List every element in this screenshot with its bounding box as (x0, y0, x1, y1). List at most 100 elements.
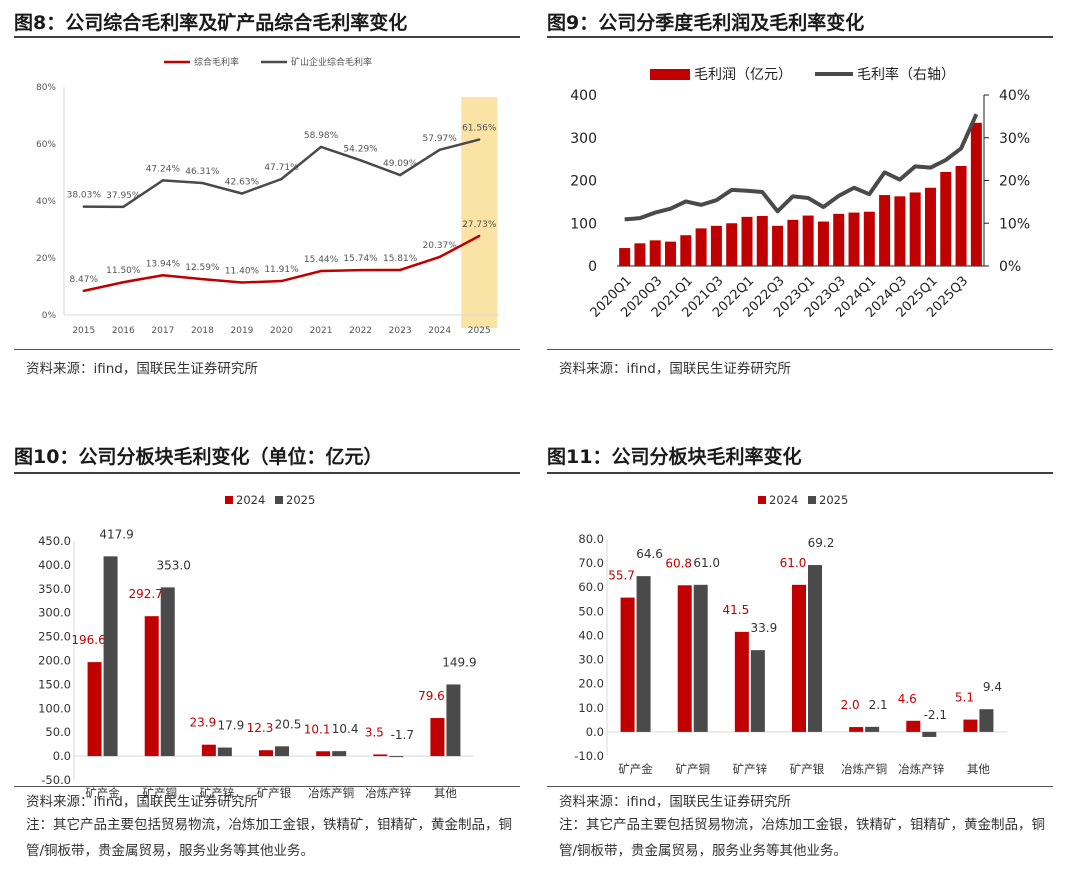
data-point (398, 173, 402, 177)
data-label: 23.9 (189, 716, 216, 730)
legend-label-2025: 2025 (819, 493, 848, 507)
x-tick-label: 冶炼产铜 (841, 762, 887, 776)
y2-tick-label: 10% (999, 216, 1030, 232)
figure-title: 图10：公司分板块毛利变化（单位：亿元） (14, 446, 383, 468)
bar-gross-profit (848, 212, 860, 266)
panel-segment-gross-profit: 图10：公司分板块毛利变化（单位：亿元） -50.0 0.0 50.0 100.0 15… (14, 432, 520, 871)
data-label: 20.37% (423, 241, 458, 251)
data-point (201, 181, 204, 185)
data-label: 353.0 (157, 558, 191, 572)
bar-gross-profit (619, 248, 631, 266)
data-label: 15.74% (343, 254, 378, 264)
bar-gross-profit (634, 243, 646, 266)
data-point (82, 289, 85, 293)
x-tick-label: 矿产锌 (200, 786, 235, 800)
data-label: 61.0 (693, 556, 720, 570)
series-line-0 (83, 234, 480, 293)
bar-gross-profit (772, 225, 784, 266)
data-point (438, 255, 441, 259)
y-tick-label: 40.0 (578, 628, 604, 642)
title-rule (547, 36, 1053, 38)
legend-swatch-bar (650, 69, 690, 80)
bar-2024 (201, 744, 216, 757)
bar-gross-profit (940, 171, 952, 266)
y-tick-label: 300 (570, 131, 597, 147)
bar-gross-profit (970, 122, 982, 266)
source-text: 资料来源：ifind，国联民生证券研究所 (26, 361, 258, 377)
x-tick-label: 冶炼产铜 (308, 786, 354, 800)
y-tick-label: 80% (36, 83, 56, 93)
title-rule (14, 472, 520, 474)
bar-gross-profit (726, 223, 738, 266)
data-label: 49.09% (383, 159, 418, 169)
data-point (82, 205, 85, 208)
bar-gross-profit (756, 215, 768, 266)
footnote: 注：其它产品主要包括贸易物流，冶炼加工金银，铁精矿，钼精矿，黄金制品，铜管/铜板… (559, 817, 1045, 859)
bar-2024 (373, 754, 388, 757)
x-tick-label: 2020 (270, 326, 293, 336)
bar-2025 (750, 650, 765, 732)
source-rule (547, 349, 1053, 350)
title-rule (14, 36, 520, 38)
bar-2025 (446, 684, 461, 757)
bar-gross-profit (817, 221, 829, 266)
data-point (359, 159, 362, 162)
legend-swatch-2024 (225, 496, 233, 504)
data-point (478, 138, 481, 141)
source-text: 资料来源：ifind，国联民生证券研究所 (559, 794, 791, 810)
data-point (280, 279, 283, 283)
y-tick-label: -10.0 (574, 749, 604, 763)
bar-2024 (87, 662, 102, 757)
y-tick-label: 30.0 (578, 653, 604, 667)
x-tick-label: 2021 (310, 326, 333, 336)
x-tick-label: 矿产银 (790, 762, 825, 776)
panel-segment-gross-margin: 图11：公司分板块毛利率变化 -10.0 0.0 10.0 20.0 30.0 40.0 5… (547, 432, 1053, 871)
bar-gross-profit (741, 216, 753, 266)
data-label: 54.29% (343, 144, 378, 154)
x-tick-label: 2019 (231, 326, 254, 336)
data-point (319, 145, 323, 149)
bar-2024 (430, 718, 445, 757)
data-label: 37.95% (106, 191, 141, 201)
data-label: 2.0 (841, 698, 860, 712)
data-label: 47.24% (146, 164, 181, 174)
panel-quarterly-gross-profit: 图9：公司分季度毛利润及毛利率变化 0 100 200 300 400 0% 10% 20% 3… (547, 0, 1053, 390)
legend-label-2024: 2024 (236, 493, 265, 507)
y-tick-label: 200 (570, 174, 597, 190)
panel-gross-margin-annual: 图8：公司综合毛利率及矿产品综合毛利率变化 0% 20% 40% 60% 80% 2015… (14, 0, 520, 390)
y-tick-label: 0 (588, 259, 597, 275)
line-chart-gross-margin: 0% 20% 40% 60% 80% 2015 2016 2017 2018 2019 2020 20… (36, 56, 499, 336)
data-label: 46.31% (185, 167, 220, 177)
legend-label-line: 毛利率（右轴） (857, 66, 955, 83)
data-label: 13.94% (146, 259, 181, 269)
y-tick-label: 0.0 (53, 749, 71, 763)
source-text: 资料来源：ifind，国联民生证券研究所 (559, 361, 791, 377)
data-label: 47.71% (264, 163, 299, 173)
bar-gross-profit (802, 215, 814, 266)
bar-2025 (389, 756, 404, 758)
data-label: 2.1 (869, 698, 888, 712)
footnote: 注：其它产品主要包括贸易物流，冶炼加工金银，铁精矿，钼精矿，黄金制品，铜管/铜板… (26, 817, 512, 859)
legend-label-1: 矿山企业综合毛利率 (291, 56, 372, 68)
data-label: 4.6 (898, 692, 917, 706)
data-point (122, 281, 125, 284)
series-line-margin (624, 113, 979, 222)
data-label: 5.1 (955, 691, 974, 705)
data-point (240, 281, 244, 284)
x-tick-label: 矿产金 (618, 762, 653, 776)
bar-gross-profit (787, 219, 799, 266)
y2-tick-label: 30% (999, 131, 1030, 147)
x-tick-label: 2024 (428, 326, 451, 336)
legend-label-0: 综合毛利率 (194, 56, 239, 68)
figure-title: 图8：公司综合毛利率及矿产品综合毛利率变化 (14, 12, 408, 34)
y-tick-label: 100.0 (38, 701, 71, 715)
y-tick-label: 60.0 (578, 580, 604, 594)
y-tick-label: 0% (42, 311, 57, 321)
bar-2024 (677, 585, 692, 732)
legend-label-bar: 毛利润（亿元） (694, 67, 792, 83)
data-label: 69.2 (808, 536, 835, 550)
data-label: 9.4 (983, 680, 1002, 694)
source-rule (547, 786, 1053, 787)
x-tick-label: 2023 (389, 326, 412, 336)
bar-2025 (979, 709, 994, 732)
